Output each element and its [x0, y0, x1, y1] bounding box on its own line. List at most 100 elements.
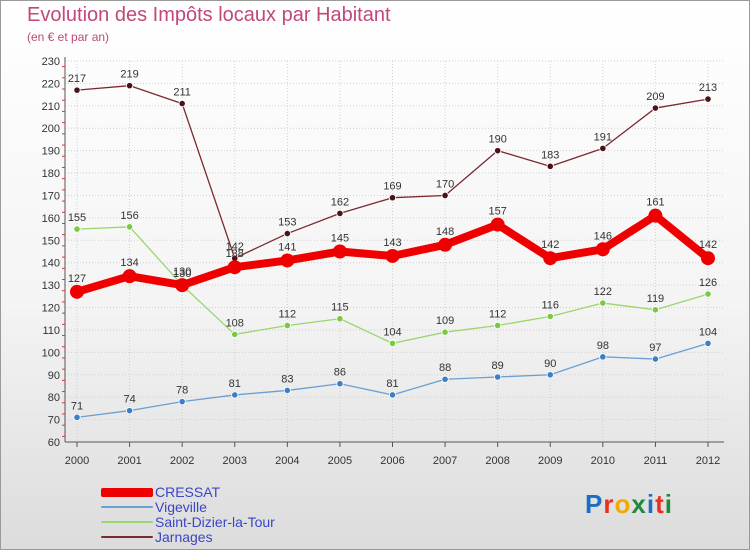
legend-swatch-jarnages [101, 536, 153, 538]
x-tick-label-2012: 2012 [696, 455, 720, 467]
point-jarnages-2008 [494, 147, 502, 155]
data-label-vigeville-2000: 71 [71, 400, 83, 412]
y-tick-label-120: 120 [42, 303, 60, 315]
x-tick-label-2008: 2008 [485, 455, 509, 467]
data-label-vigeville-2004: 83 [281, 373, 293, 385]
data-label-saint-dizier-la-tour-2006: 104 [383, 326, 401, 338]
point-jarnages-2004 [283, 229, 291, 238]
point-vigeville-2009 [546, 371, 554, 379]
point-vigeville-2003 [231, 391, 239, 399]
point-cressat-2000 [70, 284, 84, 299]
logo-letter: i [646, 489, 656, 519]
data-label-vigeville-2009: 90 [544, 358, 556, 370]
legend-swatch-saint-dizier [101, 521, 153, 523]
point-jarnages-2001 [125, 82, 134, 90]
point-vigeville-2002 [178, 398, 186, 406]
legend-label-vigeville: Vigeville [155, 499, 207, 515]
x-tick-label-2002: 2002 [170, 455, 194, 467]
point-jarnages-2012 [704, 95, 712, 103]
data-label-jarnages-2002: 211 [173, 87, 191, 99]
point-saint-dizier-la-tour-2000 [73, 225, 81, 233]
point-vigeville-2000 [73, 413, 81, 421]
grid [65, 60, 724, 443]
data-label-cressat-2011: 161 [646, 197, 664, 209]
y-tick-label-150: 150 [42, 235, 60, 247]
legend-label-jarnages: Jarnages [155, 529, 213, 545]
data-labels: 217 219 211 142 153 162 169 170 190 183 191 209 213 1… [68, 69, 717, 413]
point-vigeville-2012 [704, 339, 712, 347]
data-label-vigeville-2001: 74 [123, 394, 135, 406]
point-cressat-2003 [227, 260, 242, 275]
legend-label-cressat: CRESSAT [155, 484, 221, 500]
data-label-jarnages-2007: 170 [436, 178, 454, 190]
point-saint-dizier-la-tour-2009 [546, 312, 554, 321]
data-label-vigeville-2003: 81 [229, 378, 241, 390]
point-vigeville-2006 [388, 391, 397, 399]
logo-letter: t [655, 489, 665, 519]
point-saint-dizier-la-tour-2005 [336, 315, 344, 323]
point-cressat-2002 [175, 278, 190, 293]
data-label-saint-dizier-la-tour-2011: 119 [647, 293, 665, 305]
legend-swatch-cressat [101, 488, 153, 497]
data-label-jarnages-2004: 153 [278, 217, 296, 229]
data-label-vigeville-2012: 104 [699, 326, 717, 338]
data-label-cressat-2003: 138 [226, 248, 244, 260]
point-vigeville-2001 [125, 407, 134, 415]
point-saint-dizier-la-tour-2012 [704, 290, 712, 298]
data-label-cressat-2010: 146 [594, 230, 612, 242]
data-label-vigeville-2008: 89 [492, 360, 504, 372]
x-tick-label-2010: 2010 [591, 455, 615, 467]
data-label-cressat-2008: 157 [488, 206, 506, 218]
data-label-saint-dizier-la-tour-2008: 112 [489, 308, 507, 320]
point-vigeville-2010 [599, 353, 607, 361]
data-label-saint-dizier-la-tour-2009: 116 [541, 299, 559, 311]
point-saint-dizier-la-tour-2010 [599, 299, 607, 307]
point-saint-dizier-la-tour-2004 [283, 321, 291, 330]
point-jarnages-2007 [441, 191, 449, 200]
point-saint-dizier-la-tour-2003 [231, 330, 239, 339]
data-label-jarnages-2008: 190 [488, 134, 506, 146]
data-label-vigeville-2010: 98 [597, 340, 609, 352]
point-jarnages-2005 [336, 209, 344, 217]
data-label-cressat-2000: 127 [68, 273, 86, 285]
point-vigeville-2008 [494, 373, 502, 381]
point-vigeville-2004 [283, 386, 291, 395]
data-label-vigeville-2006: 81 [386, 378, 398, 390]
data-label-saint-dizier-la-tour-2001: 156 [120, 210, 138, 222]
point-cressat-2005 [332, 244, 347, 259]
data-label-jarnages-2012: 213 [699, 82, 717, 94]
y-tick-label-190: 190 [42, 146, 60, 158]
data-label-saint-dizier-la-tour-2002: 130 [173, 268, 191, 280]
data-label-jarnages-2003: 142 [226, 241, 244, 253]
point-saint-dizier-la-tour-2008 [494, 321, 502, 330]
point-cressat-2010 [595, 242, 610, 257]
data-label-jarnages-2011: 209 [646, 91, 664, 103]
point-jarnages-2002 [178, 99, 186, 108]
data-label-vigeville-2011: 97 [649, 342, 661, 354]
x-tick-label-2005: 2005 [328, 455, 352, 467]
legend-label-saint-dizier: Saint-Dizier-la-Tour [155, 514, 275, 530]
point-jarnages-2006 [388, 194, 397, 202]
x-tick-label-2009: 2009 [538, 455, 562, 467]
point-saint-dizier-la-tour-2001 [125, 223, 134, 231]
data-label-cressat-2002: 130 [173, 266, 191, 278]
data-label-jarnages-2006: 169 [383, 181, 401, 193]
y-tick-label-100: 100 [42, 347, 60, 359]
x-tick-label-2003: 2003 [223, 455, 247, 467]
data-label-jarnages-2000: 217 [68, 73, 86, 85]
data-label-saint-dizier-la-tour-2007: 109 [436, 315, 454, 327]
logo-letter: x [631, 489, 647, 519]
data-label-saint-dizier-la-tour-2003: 108 [226, 317, 244, 329]
data-label-cressat-2005: 145 [331, 233, 349, 245]
data-label-cressat-2007: 148 [436, 226, 454, 238]
point-jarnages-2000 [73, 86, 81, 94]
point-jarnages-2009 [546, 162, 554, 170]
data-label-vigeville-2007: 88 [439, 362, 451, 374]
y-tick-label-90: 90 [48, 370, 60, 382]
y-tick-label-160: 160 [42, 213, 60, 225]
data-label-cressat-2006: 143 [383, 237, 401, 249]
point-cressat-2012 [701, 251, 715, 266]
logo-letter: P [585, 489, 604, 519]
